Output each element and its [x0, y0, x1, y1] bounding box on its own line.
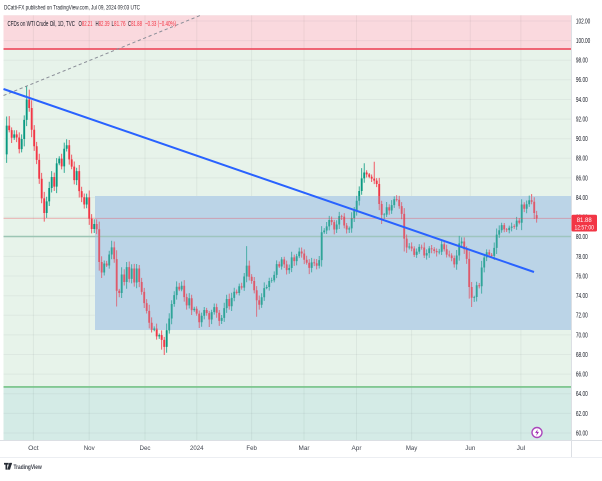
svg-text:81.88: 81.88 — [577, 217, 592, 224]
svg-text:64.00: 64.00 — [576, 389, 588, 398]
svg-text:O82.21: O82.21 — [79, 19, 93, 28]
svg-text:Mar: Mar — [299, 445, 311, 452]
svg-text:70.00: 70.00 — [576, 330, 588, 339]
svg-text:76.00: 76.00 — [576, 271, 588, 280]
svg-text:2024: 2024 — [190, 445, 204, 452]
svg-text:96.00: 96.00 — [576, 75, 588, 84]
svg-text:Apr: Apr — [352, 445, 363, 452]
svg-text:CFDs on WTI Crude Oil, 1D, TVC: CFDs on WTI Crude Oil, 1D, TVC — [8, 19, 76, 28]
svg-text:74.00: 74.00 — [576, 291, 588, 300]
svg-text:78.00: 78.00 — [576, 252, 588, 261]
svg-text:84.00: 84.00 — [576, 193, 588, 202]
svg-text:88.00: 88.00 — [576, 154, 588, 163]
svg-text:72.00: 72.00 — [576, 311, 588, 320]
svg-text:98.00: 98.00 — [576, 56, 588, 65]
svg-text:66.00: 66.00 — [576, 370, 588, 379]
svg-text:Jul: Jul — [517, 445, 526, 452]
svg-text:60.00: 60.00 — [576, 428, 588, 437]
svg-text:94.00: 94.00 — [576, 95, 588, 104]
svg-text:Nov: Nov — [84, 445, 96, 452]
svg-text:Oct: Oct — [28, 445, 39, 452]
svg-text:62.00: 62.00 — [576, 409, 588, 418]
svg-text:68.00: 68.00 — [576, 350, 588, 359]
svg-text:12:57:00: 12:57:00 — [574, 224, 594, 231]
svg-text:H82.39: H82.39 — [96, 19, 110, 28]
svg-text:TradingView: TradingView — [14, 464, 43, 471]
svg-text:102.00: 102.00 — [576, 16, 590, 25]
svg-text:Jun: Jun — [465, 445, 475, 452]
svg-text:May: May — [406, 445, 418, 452]
svg-text:92.00: 92.00 — [576, 115, 588, 124]
svg-text:−0.33 (−0.40%): −0.33 (−0.40%) — [145, 19, 176, 28]
svg-text:L81.76: L81.76 — [112, 19, 126, 28]
svg-text:DCatti-FX published on Trading: DCatti-FX published on TradingView.com, … — [4, 4, 140, 11]
svg-text:C81.88: C81.88 — [128, 19, 142, 28]
svg-text:Dec: Dec — [140, 445, 152, 452]
svg-text:Feb: Feb — [246, 445, 257, 452]
svg-text:100.00: 100.00 — [576, 36, 590, 45]
svg-text:90.00: 90.00 — [576, 134, 588, 143]
svg-text:80.00: 80.00 — [576, 232, 588, 241]
svg-text:86.00: 86.00 — [576, 173, 588, 182]
